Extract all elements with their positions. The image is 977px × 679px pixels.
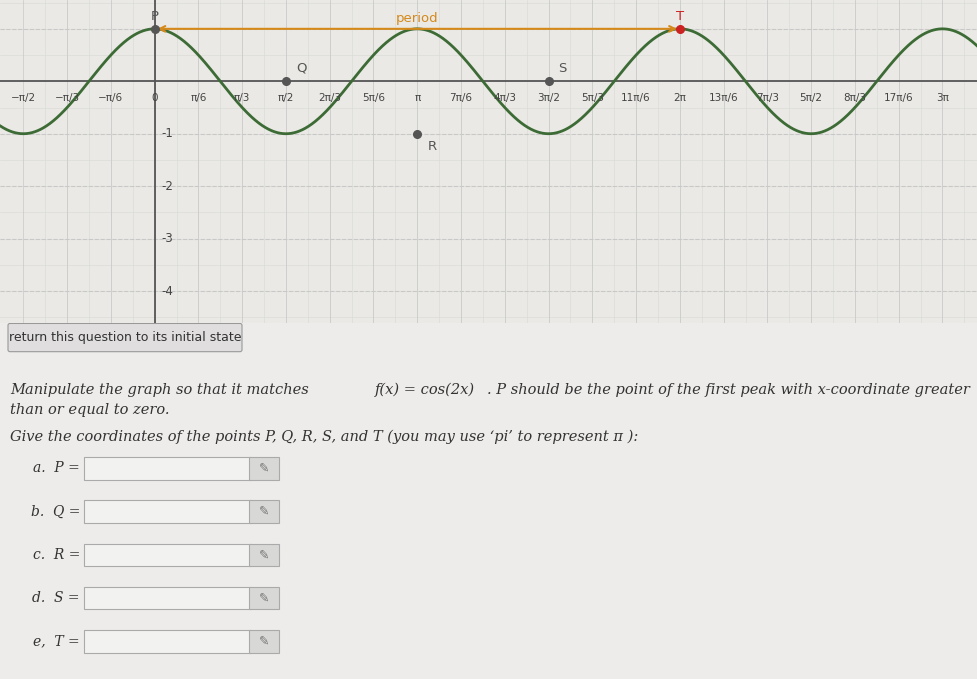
Text: -3: -3 [161,232,173,245]
Text: period: period [396,12,438,25]
Text: 3π: 3π [935,93,948,103]
Text: π/3: π/3 [234,93,250,103]
Text: 5π/2: 5π/2 [799,93,822,103]
Text: than or equal to zero.: than or equal to zero. [10,403,169,418]
Text: -4: -4 [161,285,173,297]
Text: −π/3: −π/3 [55,93,79,103]
Text: return this question to its initial state: return this question to its initial stat… [9,331,241,344]
Text: 5π/3: 5π/3 [580,93,603,103]
FancyBboxPatch shape [249,457,278,479]
Text: 13π/6: 13π/6 [708,93,738,103]
Text: d.  S =: d. S = [32,591,80,605]
Text: S: S [558,62,567,75]
Text: . P should be the point of the first peak with x-coordinate greater: . P should be the point of the first pea… [487,383,969,397]
Text: ✎: ✎ [259,505,269,518]
Text: 5π/6: 5π/6 [361,93,385,103]
Text: R: R [427,140,436,153]
Text: -2: -2 [161,180,173,193]
Text: π/2: π/2 [277,93,294,103]
FancyBboxPatch shape [84,630,251,653]
Text: 7π/6: 7π/6 [449,93,472,103]
Text: −π/6: −π/6 [99,93,123,103]
Text: 7π/3: 7π/3 [755,93,778,103]
Text: 0: 0 [151,93,157,103]
Text: 11π/6: 11π/6 [620,93,651,103]
Text: 2π/3: 2π/3 [318,93,341,103]
Text: -1: -1 [161,127,173,141]
Text: 3π/2: 3π/2 [536,93,560,103]
Text: ✎: ✎ [259,549,269,562]
Text: Give the coordinates of the points P, Q, R, S, and T (you may use ‘pi’ to repres: Give the coordinates of the points P, Q,… [10,430,638,444]
FancyBboxPatch shape [8,323,241,352]
Text: P: P [150,10,158,22]
Text: Q: Q [296,62,306,75]
FancyBboxPatch shape [84,544,251,566]
Text: ✎: ✎ [259,635,269,648]
Text: a.  P =: a. P = [33,461,80,475]
Text: b.  Q =: b. Q = [30,504,80,519]
Text: 2π: 2π [673,93,686,103]
Text: π: π [413,93,420,103]
Text: ✎: ✎ [259,462,269,475]
Text: π/6: π/6 [191,93,206,103]
Text: c.  R =: c. R = [32,548,80,562]
Text: T: T [675,10,683,22]
Text: f(x) = cos(2x): f(x) = cos(2x) [374,383,475,397]
Text: −π/2: −π/2 [11,93,36,103]
Text: ✎: ✎ [259,591,269,604]
FancyBboxPatch shape [84,587,251,609]
FancyBboxPatch shape [249,500,278,523]
FancyBboxPatch shape [249,544,278,566]
FancyBboxPatch shape [249,587,278,609]
Text: 8π/3: 8π/3 [842,93,866,103]
Text: e,  T =: e, T = [33,634,80,648]
Text: Manipulate the graph so that it matches: Manipulate the graph so that it matches [10,383,313,397]
FancyBboxPatch shape [84,457,251,479]
FancyBboxPatch shape [249,630,278,653]
Text: 17π/6: 17π/6 [883,93,913,103]
FancyBboxPatch shape [84,500,251,523]
Text: 4π/3: 4π/3 [492,93,516,103]
